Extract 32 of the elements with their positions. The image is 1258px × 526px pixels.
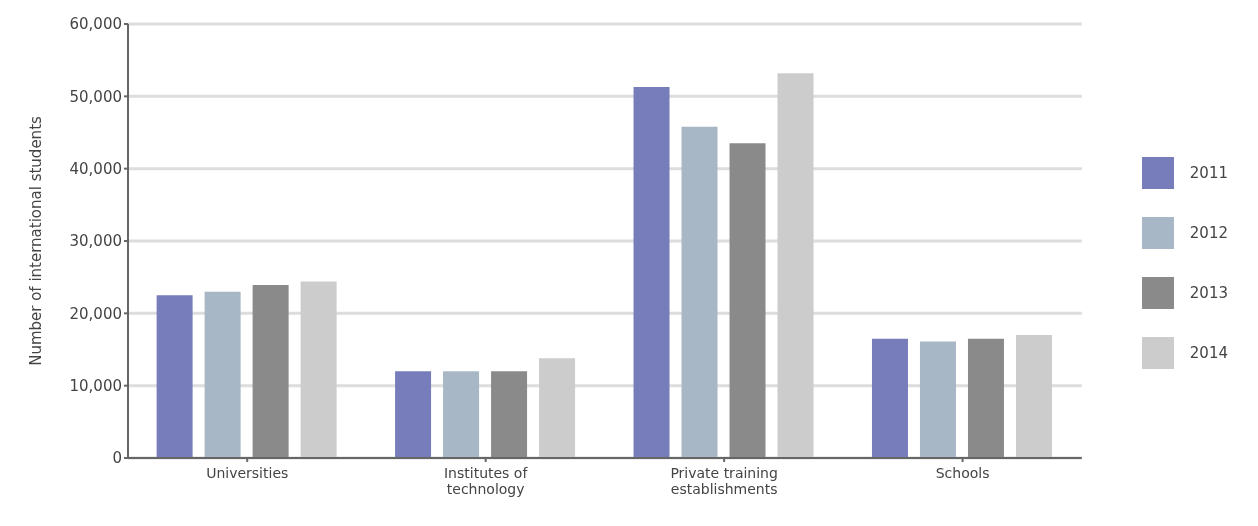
y-axis-title: Number of international students: [27, 115, 46, 366]
bar: [633, 86, 670, 458]
x-tick-label: Universities: [206, 465, 289, 481]
y-tick-label: 20,000: [69, 304, 122, 323]
y-tick-label: 0: [112, 449, 122, 468]
bar: [777, 73, 814, 458]
legend-label: 2011: [1189, 164, 1228, 182]
bar: [156, 295, 193, 458]
bar: [919, 341, 956, 458]
legend-label: 2012: [1189, 224, 1228, 242]
bar: [539, 358, 576, 458]
x-tick-label: Schools: [935, 465, 990, 481]
y-tick-label: 50,000: [69, 87, 122, 106]
bar: [729, 143, 766, 458]
y-tick-label: 40,000: [69, 159, 122, 178]
bar: [967, 338, 1004, 458]
bar: [871, 338, 908, 458]
y-tick-label: 60,000: [69, 15, 122, 34]
y-tick-label: 10,000: [69, 376, 122, 395]
bar: [1015, 335, 1052, 458]
bar: [252, 285, 289, 458]
bar: [300, 281, 337, 458]
y-tick-label: 30,000: [69, 232, 122, 251]
bar: [395, 371, 432, 458]
bar: [681, 126, 718, 458]
bar: [443, 371, 480, 458]
bar: [204, 291, 241, 458]
x-tick-label: Private training establishments: [670, 465, 778, 497]
legend-label: 2014: [1189, 344, 1228, 362]
x-tick-label: Institutes of technology: [443, 465, 529, 497]
bar: [491, 371, 528, 458]
legend-label: 2013: [1189, 284, 1228, 302]
